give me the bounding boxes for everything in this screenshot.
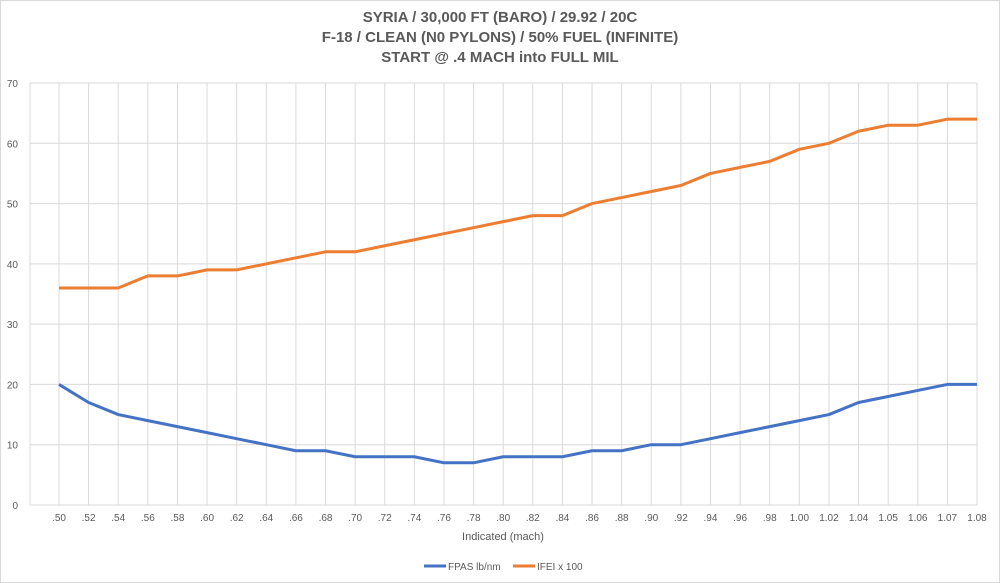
x-tick-label: .62 bbox=[230, 513, 244, 524]
x-tick-label: 1.06 bbox=[908, 513, 928, 524]
x-tick-label: .60 bbox=[200, 513, 214, 524]
title-line-3: START @ .4 MACH into FULL MIL bbox=[381, 49, 619, 66]
x-tick-label: .64 bbox=[259, 513, 273, 524]
title-line-2: F-18 / CLEAN (N0 PYLONS) / 50% FUEL (INF… bbox=[321, 29, 679, 46]
x-tick-label: 1.04 bbox=[849, 513, 869, 524]
y-tick-label: 20 bbox=[7, 380, 19, 391]
x-tick-label: .80 bbox=[496, 513, 510, 524]
x-tick-label: .90 bbox=[644, 513, 658, 524]
x-tick-label: .94 bbox=[704, 513, 718, 524]
x-tick-label: .86 bbox=[585, 513, 599, 524]
y-tick-label: 40 bbox=[7, 260, 19, 271]
x-tick-label: .50 bbox=[52, 513, 66, 524]
x-tick-label: .58 bbox=[170, 513, 184, 524]
y-tick-label: 0 bbox=[12, 501, 18, 512]
x-tick-label: 1.00 bbox=[790, 513, 810, 524]
x-tick-label: 1.05 bbox=[878, 513, 898, 524]
series-line-fpas-lb-nm bbox=[58, 382, 977, 465]
x-tick-label: .72 bbox=[378, 513, 392, 524]
x-tick-label: 1.02 bbox=[819, 513, 839, 524]
x-tick-label: .84 bbox=[555, 513, 569, 524]
x-tick-label: .74 bbox=[407, 513, 421, 524]
x-tick-label: .66 bbox=[289, 513, 303, 524]
y-tick-label: 30 bbox=[7, 320, 19, 331]
x-tick-label: .76 bbox=[437, 513, 451, 524]
chart-title: SYRIA / 30,000 FT (BARO) / 29.92 / 20C F… bbox=[0, 8, 1000, 68]
x-tick-label: .96 bbox=[733, 513, 747, 524]
x-tick-label: .98 bbox=[763, 513, 777, 524]
x-tick-label: .54 bbox=[111, 513, 125, 524]
y-tick-label: 70 bbox=[7, 79, 19, 90]
y-tick-label: 50 bbox=[7, 200, 19, 211]
x-tick-label: .88 bbox=[615, 513, 629, 524]
x-tick-label: 1.08 bbox=[967, 513, 987, 524]
series-line-ifei-x-100 bbox=[59, 117, 977, 290]
title-line-1: SYRIA / 30,000 FT (BARO) / 29.92 / 20C bbox=[362, 9, 638, 26]
y-tick-label: 60 bbox=[7, 139, 19, 150]
legend-label: IFEI x 100 bbox=[537, 562, 583, 573]
legend-label: FPAS lb/nm bbox=[448, 562, 501, 573]
x-tick-label: .78 bbox=[467, 513, 481, 524]
x-tick-label: .92 bbox=[674, 513, 688, 524]
x-tick-label: 1.07 bbox=[938, 513, 958, 524]
x-axis-title: Indicated (mach) bbox=[462, 531, 544, 543]
x-tick-label: .70 bbox=[348, 513, 362, 524]
y-tick-label: 10 bbox=[7, 441, 19, 452]
x-tick-label: .52 bbox=[82, 513, 96, 524]
x-tick-label: .82 bbox=[526, 513, 540, 524]
x-tick-label: .68 bbox=[319, 513, 333, 524]
x-tick-label: .56 bbox=[141, 513, 155, 524]
